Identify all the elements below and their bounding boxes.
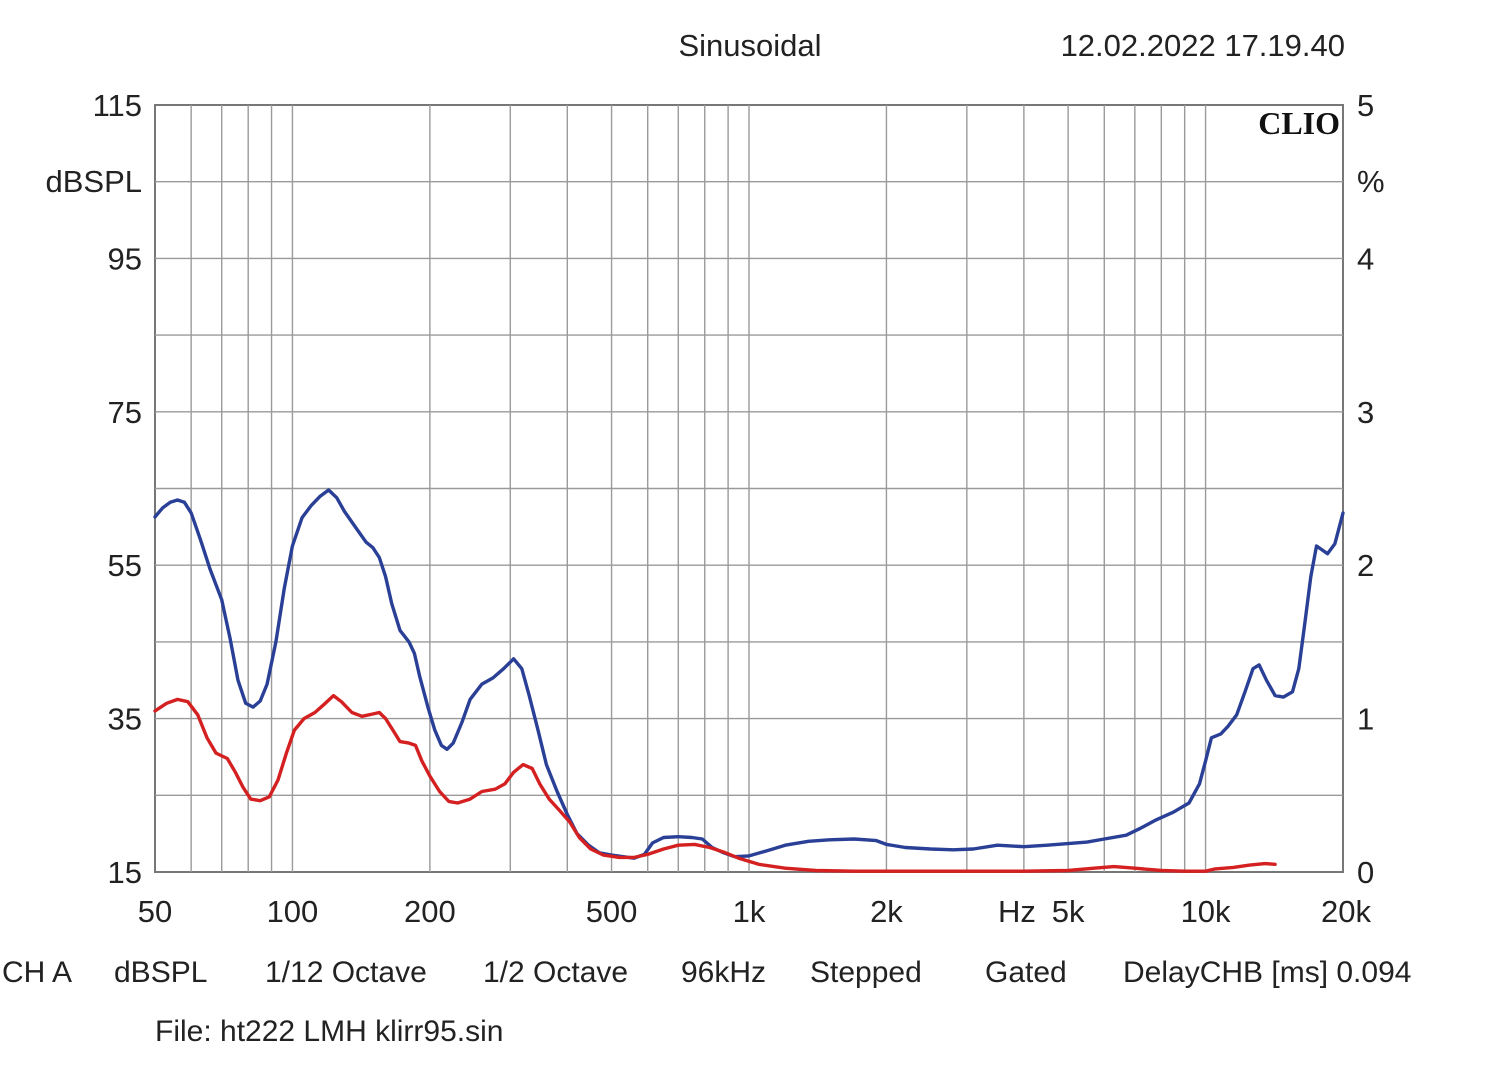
y-tick-label: 95	[108, 241, 142, 276]
chart-datetime-label: 12.02.2022 17.19.40	[1061, 28, 1345, 63]
axis-labels: 115 95 75 55 35 15 5 4 3 2 1 0 50 100 200 500 1k 2k 5k 10k 2…	[93, 88, 1375, 929]
y2-tick-label: 1	[1357, 702, 1374, 737]
x-tick-label: 1k	[733, 894, 766, 929]
footer-gating: Gated	[985, 956, 1067, 989]
y-axis-unit-label: dBSPL	[45, 164, 142, 199]
x-tick-label: 20k	[1321, 894, 1371, 929]
x-tick-label: 500	[586, 894, 638, 929]
x-tick-label: 2k	[870, 894, 903, 929]
x-tick-label: 50	[138, 894, 172, 929]
footer-sweep: Stepped	[810, 956, 922, 989]
x-tick-label: 5k	[1052, 894, 1085, 929]
grid	[155, 105, 1343, 872]
y2-tick-label: 2	[1357, 548, 1374, 583]
footer-resolution: 1/2 Octave	[483, 956, 628, 989]
footer-channel: CH A	[2, 956, 72, 989]
footer-sample-rate: 96kHz	[681, 956, 766, 989]
chart-mode-label: Sinusoidal	[678, 28, 821, 63]
x-tick-label: 10k	[1181, 894, 1231, 929]
y-tick-label: 55	[108, 548, 142, 583]
footer-unit: dBSPL	[114, 956, 207, 989]
series-layer	[153, 488, 1345, 873]
y-tick-label: 75	[108, 395, 142, 430]
y-tick-label: 35	[108, 702, 142, 737]
y2-tick-label: 0	[1357, 855, 1374, 890]
footer-file: File: ht222 LMH klirr95.sin	[155, 1015, 503, 1048]
series-line-red	[153, 693, 1277, 873]
footer-delay: DelayCHB [ms] 0.094	[1123, 956, 1411, 989]
y2-tick-label: 5	[1357, 88, 1374, 123]
y-tick-label: 15	[108, 855, 142, 890]
y2-axis-unit-label: %	[1357, 164, 1385, 199]
y2-tick-label: 4	[1357, 241, 1374, 276]
y2-tick-label: 3	[1357, 395, 1374, 430]
x-axis-unit-label: Hz	[998, 894, 1036, 929]
clio-logo: CLIO	[1258, 105, 1340, 141]
x-tick-label: 200	[404, 894, 456, 929]
footer-smoothing: 1/12 Octave	[265, 956, 427, 989]
x-tick-label: 100	[267, 894, 319, 929]
y-tick-label: 115	[93, 88, 142, 123]
